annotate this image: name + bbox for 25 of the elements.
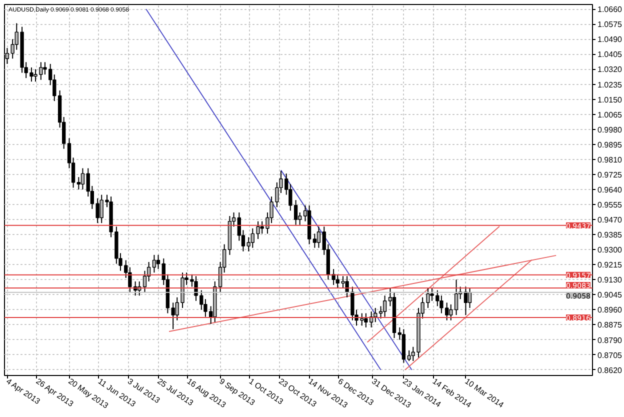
- y-tick-label: 1.0150: [598, 95, 623, 104]
- y-tick-label: 1.0235: [598, 80, 623, 90]
- y-tick-label: 0.8960: [598, 306, 623, 315]
- y-tick-label: 0.9640: [598, 185, 623, 194]
- y-tick-label: 0.9045: [598, 290, 623, 300]
- y-tick-label: 0.9300: [598, 246, 623, 255]
- y-tick-label: 0.9215: [598, 260, 623, 270]
- y-tick-label: 0.9470: [598, 216, 623, 225]
- y-tick-label: 0.9725: [598, 170, 623, 180]
- y-tick-label: 0.8620: [598, 366, 623, 375]
- y-tick-label: 1.0065: [598, 110, 623, 120]
- y-tick-label: 1.0320: [598, 65, 623, 74]
- y-tick-label: 1.0660: [598, 5, 623, 14]
- y-tick-label: 0.9810: [598, 155, 623, 164]
- y-tick-label: 0.8790: [598, 336, 623, 345]
- y-tick-label: 0.9895: [598, 140, 623, 150]
- y-tick-label: 1.0490: [598, 35, 623, 44]
- y-tick-label: 1.0575: [598, 20, 623, 30]
- y-tick-label: 0.9385: [598, 230, 623, 240]
- y-tick-label: 0.8705: [598, 350, 623, 360]
- y-tick-label: 1.0405: [598, 50, 623, 60]
- y-tick-label: 0.9130: [598, 276, 623, 285]
- y-tick-label: 0.9980: [598, 125, 623, 134]
- y-tick-label: 0.9555: [598, 200, 623, 210]
- y-tick-label: 0.8875: [598, 320, 623, 330]
